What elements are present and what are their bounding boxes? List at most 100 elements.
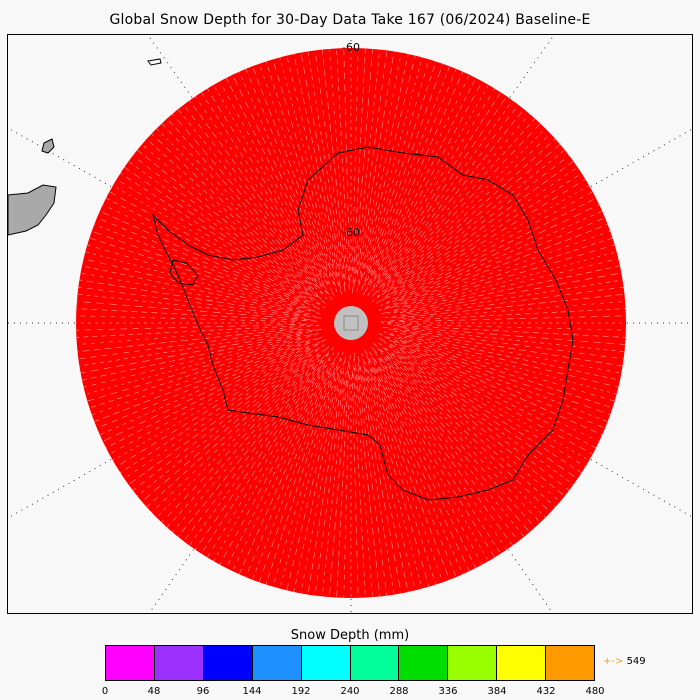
overflow-value: 549 xyxy=(626,656,646,667)
swath-line xyxy=(405,335,619,388)
swath-line xyxy=(76,324,314,338)
swath-line xyxy=(137,344,325,497)
colorbar-segment xyxy=(301,646,351,680)
swath-line xyxy=(141,144,318,295)
colorbar-title: Snow Depth (mm) xyxy=(290,628,410,643)
swath-line xyxy=(377,357,519,542)
swath-line xyxy=(128,349,314,485)
swath-line xyxy=(80,329,316,374)
swath-line xyxy=(352,48,359,272)
swath-line xyxy=(351,370,359,598)
swath-line xyxy=(361,61,437,291)
colorbar-tick-label: 192 xyxy=(291,686,311,697)
swath-line xyxy=(396,293,625,319)
swath-line xyxy=(132,155,326,304)
swath-line xyxy=(109,345,309,455)
swath-line xyxy=(225,367,329,569)
swath-line xyxy=(392,324,626,338)
swath-line xyxy=(105,347,304,449)
swath-line xyxy=(321,49,347,274)
swath-line xyxy=(378,342,574,485)
swath-line xyxy=(380,185,590,307)
swath-line xyxy=(85,334,307,395)
swath-line xyxy=(381,161,574,301)
swath-line xyxy=(183,104,330,295)
swath-line xyxy=(79,329,310,367)
swath-line xyxy=(384,336,606,429)
swath-line xyxy=(232,74,328,273)
swath-line xyxy=(398,179,586,295)
swath-line xyxy=(151,353,320,513)
swath-line xyxy=(200,361,327,554)
swath-line xyxy=(245,352,340,578)
swath-line xyxy=(367,361,464,575)
swath-line xyxy=(371,347,530,533)
swath-line xyxy=(360,55,416,281)
swath-line xyxy=(390,356,561,502)
colorbar-segment xyxy=(154,646,204,680)
colorbar-tick-label: 384 xyxy=(487,686,507,697)
swath-line xyxy=(358,53,409,286)
polar-map: -60 -60 xyxy=(8,35,692,613)
swath-line xyxy=(124,166,312,297)
map-panel: -60 -60 xyxy=(7,34,693,614)
swath-line xyxy=(371,356,495,558)
swath-line xyxy=(207,88,335,296)
swath-line xyxy=(286,55,341,277)
colorbar-segment xyxy=(546,646,595,680)
swath-line xyxy=(388,345,586,467)
swath-line xyxy=(398,347,597,449)
swath-line xyxy=(279,351,344,589)
swath-line xyxy=(112,185,326,309)
swath-line xyxy=(258,368,336,583)
colorbar-segment xyxy=(399,646,449,680)
colorbar-segment xyxy=(252,646,302,680)
swath-line xyxy=(384,217,606,310)
falkland-islands xyxy=(41,138,55,154)
swath-line xyxy=(376,347,551,513)
swath-line xyxy=(177,355,325,537)
swath-line xyxy=(314,378,345,596)
swath-line xyxy=(183,351,330,542)
swath-line xyxy=(194,365,322,550)
swath-line xyxy=(369,351,502,554)
colorbar xyxy=(105,645,595,681)
swath-line xyxy=(225,77,329,279)
swath-line xyxy=(146,356,315,508)
swath-line xyxy=(399,340,611,416)
swath-line xyxy=(373,81,483,281)
swath-line xyxy=(272,59,342,289)
swath-line xyxy=(177,109,333,300)
swath-line xyxy=(156,128,328,300)
swath-line xyxy=(137,149,322,300)
swath-line xyxy=(352,364,366,598)
swath-line xyxy=(79,279,322,319)
swath-line xyxy=(380,363,513,546)
swath-line xyxy=(381,118,536,290)
swath-line xyxy=(120,339,327,474)
swath-line xyxy=(89,333,319,409)
swath-line xyxy=(394,343,600,442)
swath-line xyxy=(376,155,570,304)
swath-line xyxy=(392,149,565,290)
swath-line xyxy=(366,59,430,270)
swath-line xyxy=(356,50,388,276)
swath-line xyxy=(232,362,333,572)
colorbar-segment xyxy=(448,646,498,680)
swath-line xyxy=(124,352,309,480)
swath-line xyxy=(194,96,325,284)
swath-line xyxy=(172,359,321,533)
swath-line xyxy=(355,49,381,282)
swath-line xyxy=(300,362,345,594)
lat-label-outer: -60 xyxy=(342,41,360,54)
swath-line xyxy=(300,52,346,292)
colorbar-segment xyxy=(497,646,547,680)
swath-line xyxy=(99,210,321,310)
swath-line xyxy=(265,61,343,295)
swath-line xyxy=(353,48,373,288)
swath-line xyxy=(77,293,306,319)
swath-line xyxy=(321,372,347,597)
colorbar-segment xyxy=(203,646,253,680)
swath-line xyxy=(362,71,464,296)
swath-line xyxy=(307,356,347,595)
